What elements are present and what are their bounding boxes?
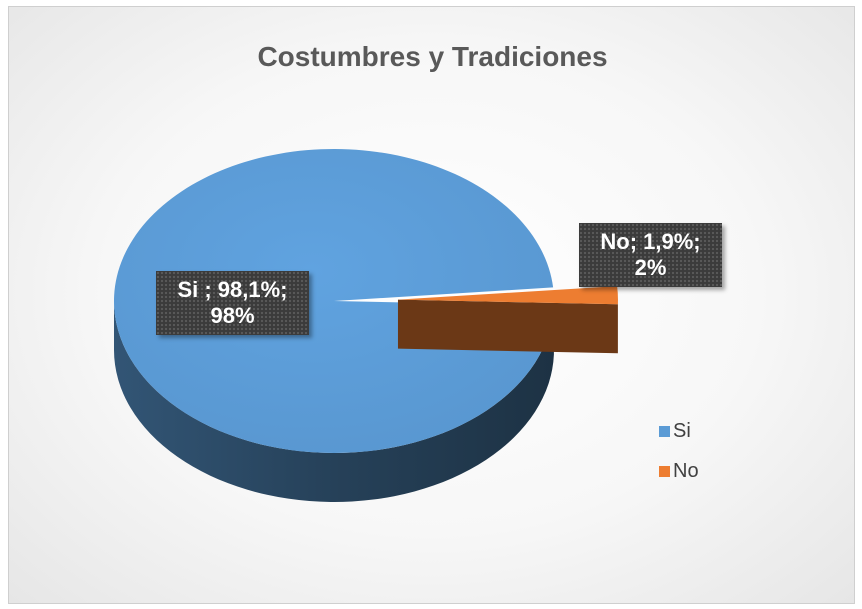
legend-item-si: Si [659, 411, 699, 451]
pie-chart [113, 149, 618, 503]
legend-item-no: No [659, 451, 699, 491]
data-label-no: No; 1,9%; 2% [579, 223, 722, 287]
legend-label-no: No [673, 459, 699, 482]
data-label-si-text: Si ; 98,1%; 98% [177, 277, 288, 328]
chart-title: Costumbres y Tradiciones [257, 41, 608, 72]
chart-area: Costumbres y Tradiciones Si ; 98,1%; 98%… [8, 6, 855, 604]
pie-slice-no [397, 286, 618, 305]
pie-slice-si-side [114, 301, 554, 503]
legend: Si No [659, 411, 699, 491]
data-label-si: Si ; 98,1%; 98% [156, 271, 309, 335]
legend-swatch-si [659, 425, 670, 437]
pie-slice-no-inner [397, 299, 618, 354]
pie-slice-si [113, 149, 554, 454]
legend-label-si: Si [673, 419, 691, 442]
legend-swatch-no [659, 465, 670, 477]
data-label-no-text: No; 1,9%; 2% [600, 229, 701, 280]
